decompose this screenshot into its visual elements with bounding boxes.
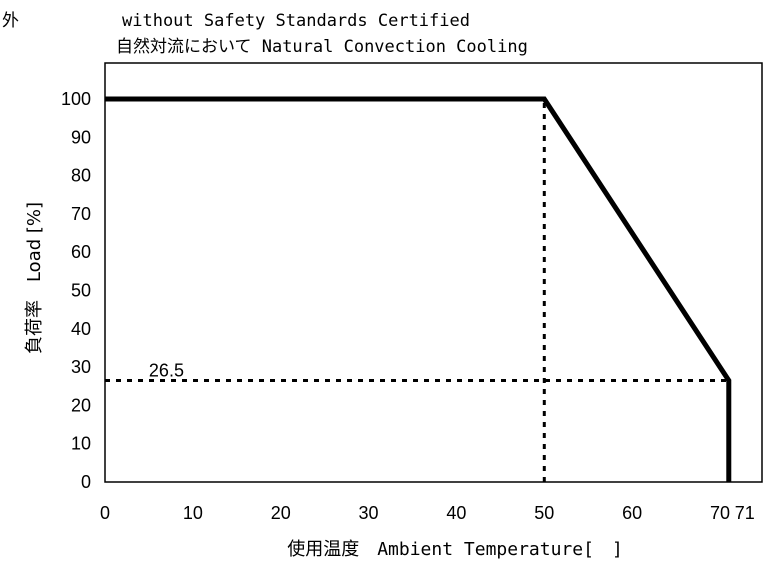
y-tick-label: 50	[71, 281, 91, 301]
chart-title-line-3: 自然対流において Natural Convection Cooling	[116, 37, 528, 57]
x-tick-label: 71	[735, 503, 755, 523]
x-tick-label: 10	[183, 503, 203, 523]
x-axis-label: 使用温度 Ambient Temperature[ ]	[287, 539, 623, 560]
x-tick-label: 40	[446, 503, 466, 523]
y-tick-label: 30	[71, 357, 91, 377]
x-tick-label: 0	[100, 503, 110, 523]
plot-area: 26.5	[104, 62, 763, 483]
y-tick-label: 60	[71, 242, 91, 262]
y-tick-label: 20	[71, 395, 91, 415]
chart-title-line-2: without Safety Standards Certified	[122, 11, 470, 31]
annotation-label: 26.5	[149, 361, 184, 381]
y-axis-label: 負荷率 Load [%]	[24, 202, 45, 354]
y-tick-label: 70	[71, 204, 91, 224]
series-line	[105, 96, 732, 482]
plot-frame	[104, 62, 763, 483]
x-tick-label: 70	[710, 503, 730, 523]
y-tick-label: 100	[61, 89, 91, 109]
x-tick-label: 50	[534, 503, 554, 523]
y-axis-ticks: 0 10 20 30 40 50 60 70 80 90 100	[61, 89, 91, 492]
x-axis-ticks: 0 10 20 30 40 50 60 70 71	[100, 503, 755, 523]
chart-title-line-1: 外	[2, 11, 19, 31]
y-tick-label: 10	[71, 434, 91, 454]
x-tick-label: 60	[622, 503, 642, 523]
y-tick-label: 90	[71, 127, 91, 147]
y-tick-label: 0	[81, 472, 91, 492]
y-tick-label: 40	[71, 319, 91, 339]
x-tick-label: 30	[359, 503, 379, 523]
y-tick-label: 80	[71, 166, 91, 186]
x-tick-label: 20	[271, 503, 291, 523]
